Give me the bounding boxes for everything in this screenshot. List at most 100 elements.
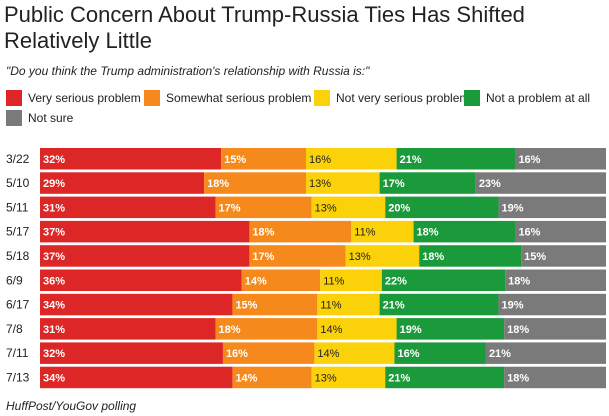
- bar-segment: [40, 172, 205, 194]
- source-note: HuffPost/YouGov polling: [6, 399, 137, 413]
- legend-item-very-serious-problem: Very serious problem: [6, 90, 141, 106]
- bar-segment: [379, 293, 499, 316]
- data-label: 19%: [400, 324, 422, 336]
- bar-segment: [504, 366, 606, 389]
- chart-title: Public Concern About Trump-Russia Ties H…: [4, 2, 525, 53]
- data-label: 15%: [235, 300, 257, 312]
- data-label: 37%: [43, 227, 65, 239]
- data-label: 23%: [479, 178, 501, 190]
- legend-label: Very serious problem: [28, 91, 141, 105]
- data-label: 14%: [317, 348, 339, 360]
- bar-segment: [317, 293, 380, 316]
- bar-segment: [232, 293, 318, 316]
- bar-segment: [521, 245, 606, 267]
- data-label: 18%: [422, 251, 444, 263]
- bar-segment: [396, 318, 505, 340]
- chart-subtitle: "Do you think the Trump administration's…: [6, 64, 370, 78]
- category-label: 6/17: [6, 298, 30, 312]
- data-label: 17%: [383, 178, 405, 190]
- data-label: 29%: [43, 178, 65, 190]
- bar-segment: [40, 342, 223, 364]
- data-label: 16%: [397, 348, 419, 360]
- bar-segment: [504, 318, 606, 340]
- bar-segment: [311, 366, 386, 389]
- legend-swatch: [314, 90, 330, 106]
- data-label: 18%: [252, 227, 274, 239]
- data-label: 18%: [207, 178, 229, 190]
- bar-segment: [204, 172, 307, 194]
- bar-segment: [394, 342, 486, 364]
- bar-segment: [40, 196, 216, 219]
- bar-segment: [232, 366, 312, 389]
- category-label: 3/22: [6, 152, 30, 166]
- bar-segment: [40, 220, 250, 243]
- bar-segment: [381, 269, 506, 291]
- data-label: 17%: [218, 202, 240, 214]
- data-label: 18%: [507, 324, 529, 336]
- category-label: 5/10: [6, 176, 30, 190]
- bar-segment: [515, 220, 606, 243]
- data-label: 18%: [507, 372, 529, 384]
- bar-segment: [222, 342, 315, 364]
- bar-segment: [314, 342, 395, 364]
- data-label: 16%: [518, 227, 540, 239]
- bar-segment: [379, 172, 476, 194]
- bar-segment: [221, 148, 307, 170]
- data-label: 18%: [218, 324, 240, 336]
- bar-segment: [351, 220, 414, 243]
- bar-segment: [498, 196, 606, 219]
- bar-segment: [40, 293, 233, 316]
- data-label: 16%: [518, 154, 540, 166]
- legend-item-somewhat-serious-problem: Somewhat serious problem: [144, 90, 311, 106]
- data-label: 31%: [43, 324, 65, 336]
- data-label: 15%: [224, 154, 246, 166]
- bar-segment: [306, 172, 380, 194]
- data-label: 13%: [309, 178, 331, 190]
- data-label: 21%: [383, 300, 405, 312]
- legend-label: Not very serious problem: [336, 91, 470, 105]
- bar-segment: [385, 366, 505, 389]
- bar-segment: [515, 148, 606, 170]
- data-label: 19%: [501, 202, 523, 214]
- bar-segment: [413, 220, 516, 243]
- data-label: 14%: [235, 372, 257, 384]
- bar-segment: [419, 245, 522, 267]
- data-label: 17%: [252, 251, 274, 263]
- category-label: 6/9: [6, 273, 23, 287]
- data-label: 11%: [320, 300, 341, 312]
- legend-item-not-a-problem-at-all: Not a problem at all: [464, 90, 590, 106]
- bar-segment: [40, 318, 216, 340]
- legend-label: Not sure: [28, 111, 74, 125]
- data-label: 22%: [385, 275, 407, 287]
- bar-segment: [306, 148, 397, 170]
- category-label: 7/13: [6, 370, 30, 384]
- bar-segment: [40, 269, 242, 291]
- data-label: 21%: [388, 372, 410, 384]
- bar-segment: [241, 269, 321, 291]
- data-label: 37%: [43, 251, 65, 263]
- data-label: 11%: [323, 275, 344, 287]
- category-label: 7/11: [6, 346, 29, 360]
- bar-segment: [385, 196, 499, 219]
- bar-segment: [345, 245, 420, 267]
- bar-segment: [505, 269, 606, 291]
- data-label: 36%: [43, 275, 65, 287]
- bar-segment: [249, 245, 346, 267]
- legend-item-not-very-serious-problem: Not very serious problem: [314, 90, 469, 106]
- bar-segment: [215, 196, 312, 219]
- bar-segment: [215, 318, 318, 340]
- bar-segment: [40, 366, 233, 389]
- bar-segment: [396, 148, 516, 170]
- data-label: 18%: [508, 275, 530, 287]
- category-label: 5/18: [6, 249, 30, 263]
- data-label: 21%: [400, 154, 422, 166]
- data-label: 34%: [43, 300, 65, 312]
- data-label: 31%: [43, 202, 65, 214]
- data-label: 32%: [43, 348, 65, 360]
- legend-label: Somewhat serious problem: [166, 91, 312, 105]
- bar-segment: [317, 318, 397, 340]
- category-label: 5/11: [6, 200, 29, 214]
- legend-swatch: [144, 90, 160, 106]
- category-label: 7/8: [6, 322, 23, 336]
